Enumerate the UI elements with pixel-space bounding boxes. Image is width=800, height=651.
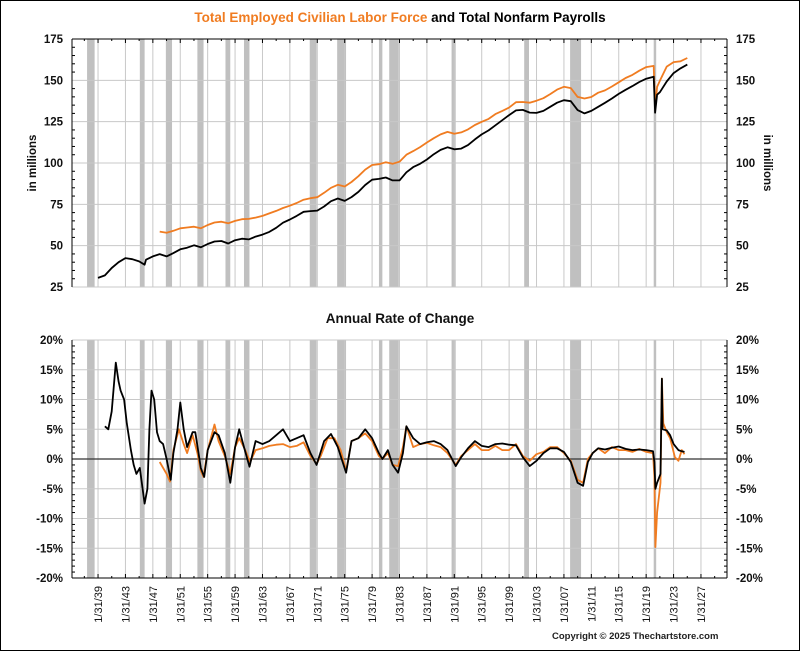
title-payrolls: and Total Nonfarm Payrolls bbox=[427, 10, 606, 25]
bottom-ytick-label-left: 0% bbox=[46, 454, 63, 466]
x-tick-label: 1/31/27 bbox=[696, 586, 708, 623]
bottom-ytick-label-right: -10% bbox=[736, 514, 763, 526]
top-ytick-label-left: 50 bbox=[50, 241, 63, 253]
top-ytick-label-left: 75 bbox=[50, 199, 63, 211]
x-tick-label: 1/31/83 bbox=[395, 586, 407, 623]
bottom-ytick-label-left: -15% bbox=[36, 543, 63, 555]
title-labor-force: Total Employed Civilian Labor Force bbox=[194, 10, 428, 25]
top-ytick-label-left: 125 bbox=[44, 117, 64, 129]
x-tick-label: 1/31/47 bbox=[148, 586, 160, 623]
top-ytick-label-right: 125 bbox=[736, 117, 756, 129]
x-tick-label: 1/31/11 bbox=[586, 586, 598, 622]
x-tick-label: 1/31/79 bbox=[367, 586, 379, 623]
bottom-ytick-label-left: -10% bbox=[36, 514, 63, 526]
top-ytick-label-left: 100 bbox=[44, 158, 63, 170]
top-ytick-label-right: 50 bbox=[736, 241, 749, 253]
x-tick-label: 1/31/95 bbox=[477, 586, 489, 623]
bottom-ytick-label-right: 0% bbox=[736, 454, 753, 466]
x-tick-label: 1/31/39 bbox=[93, 586, 105, 623]
y-axis-label-right: in millions bbox=[761, 135, 773, 192]
x-tick-label: 1/31/03 bbox=[532, 586, 544, 623]
x-tick-label: 1/31/75 bbox=[340, 586, 352, 623]
x-tick-label: 1/31/99 bbox=[504, 586, 516, 623]
bottom-ytick-label-left: -20% bbox=[36, 573, 63, 585]
bottom-series-labor-force bbox=[158, 377, 686, 548]
bottom-ytick-label-right: 5% bbox=[736, 424, 753, 436]
bottom-ytick-label-right: 15% bbox=[736, 365, 759, 377]
x-tick-label: 1/31/43 bbox=[120, 586, 132, 623]
copyright-text: Copyright © 2025 Thechartstore.com bbox=[552, 631, 719, 642]
bottom-ytick-label-right: 10% bbox=[736, 395, 759, 407]
bottom-ytick-label-left: 10% bbox=[40, 395, 63, 407]
top-ytick-label-left: 25 bbox=[50, 282, 63, 294]
top-ytick-label-right: 150 bbox=[736, 75, 755, 87]
top-ytick-label-right: 75 bbox=[736, 199, 749, 211]
bottom-ytick-label-right: -20% bbox=[736, 573, 763, 585]
x-tick-label: 1/31/19 bbox=[641, 586, 653, 623]
top-series-payrolls bbox=[97, 63, 688, 279]
x-tick-label: 1/31/63 bbox=[257, 586, 269, 623]
y-axis-label-left: in millions bbox=[27, 135, 39, 192]
x-tick-label: 1/31/55 bbox=[203, 586, 215, 623]
top-ytick-label-left: 150 bbox=[44, 75, 63, 87]
subchart-title: Annual Rate of Change bbox=[325, 311, 475, 326]
top-series-labor-force bbox=[159, 57, 688, 234]
bottom-ytick-label-left: 5% bbox=[46, 424, 63, 436]
x-tick-label: 1/31/07 bbox=[559, 586, 571, 623]
bottom-ytick-label-right: -5% bbox=[736, 484, 756, 496]
x-tick-label: 1/31/91 bbox=[449, 586, 461, 623]
x-tick-label: 1/31/15 bbox=[614, 586, 626, 623]
top-ytick-label-right: 175 bbox=[736, 34, 756, 46]
bottom-ytick-label-left: 15% bbox=[40, 365, 63, 377]
bottom-ytick-label-right: 20% bbox=[736, 335, 759, 347]
x-tick-label: 1/31/67 bbox=[285, 586, 297, 623]
x-tick-label: 1/31/71 bbox=[312, 586, 324, 623]
x-tick-label: 1/31/59 bbox=[230, 586, 242, 623]
x-tick-label: 1/31/23 bbox=[669, 586, 681, 623]
x-tick-label: 1/31/87 bbox=[422, 586, 434, 623]
chart-title: Total Employed Civilian Labor Force and … bbox=[0, 10, 800, 25]
top-ytick-label-left: 175 bbox=[44, 34, 64, 46]
bottom-ytick-label-right: -15% bbox=[736, 543, 763, 555]
top-ytick-label-right: 100 bbox=[736, 158, 755, 170]
bottom-series-payrolls bbox=[104, 361, 685, 505]
top-ytick-label-right: 25 bbox=[736, 282, 749, 294]
bottom-ytick-label-left: -5% bbox=[43, 484, 63, 496]
x-tick-label: 1/31/51 bbox=[175, 586, 187, 623]
bottom-ytick-label-left: 20% bbox=[40, 335, 63, 347]
